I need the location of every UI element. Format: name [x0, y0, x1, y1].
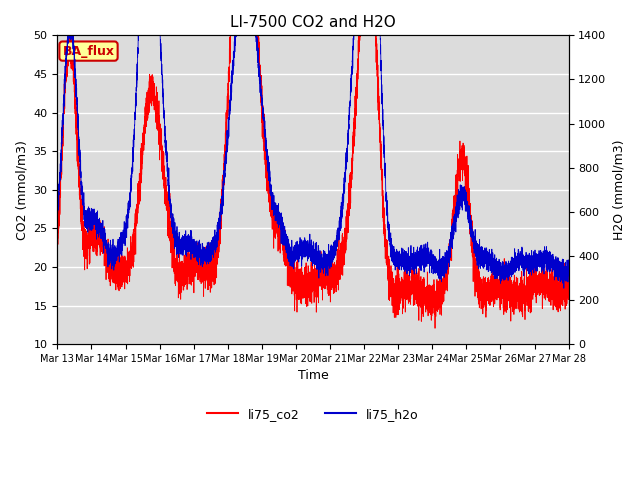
Legend: li75_co2, li75_h2o: li75_co2, li75_h2o: [202, 403, 424, 426]
Title: LI-7500 CO2 and H2O: LI-7500 CO2 and H2O: [230, 15, 396, 30]
X-axis label: Time: Time: [298, 370, 328, 383]
Y-axis label: CO2 (mmol/m3): CO2 (mmol/m3): [15, 140, 28, 240]
Y-axis label: H2O (mmol/m3): H2O (mmol/m3): [612, 140, 625, 240]
Text: BA_flux: BA_flux: [63, 45, 115, 58]
